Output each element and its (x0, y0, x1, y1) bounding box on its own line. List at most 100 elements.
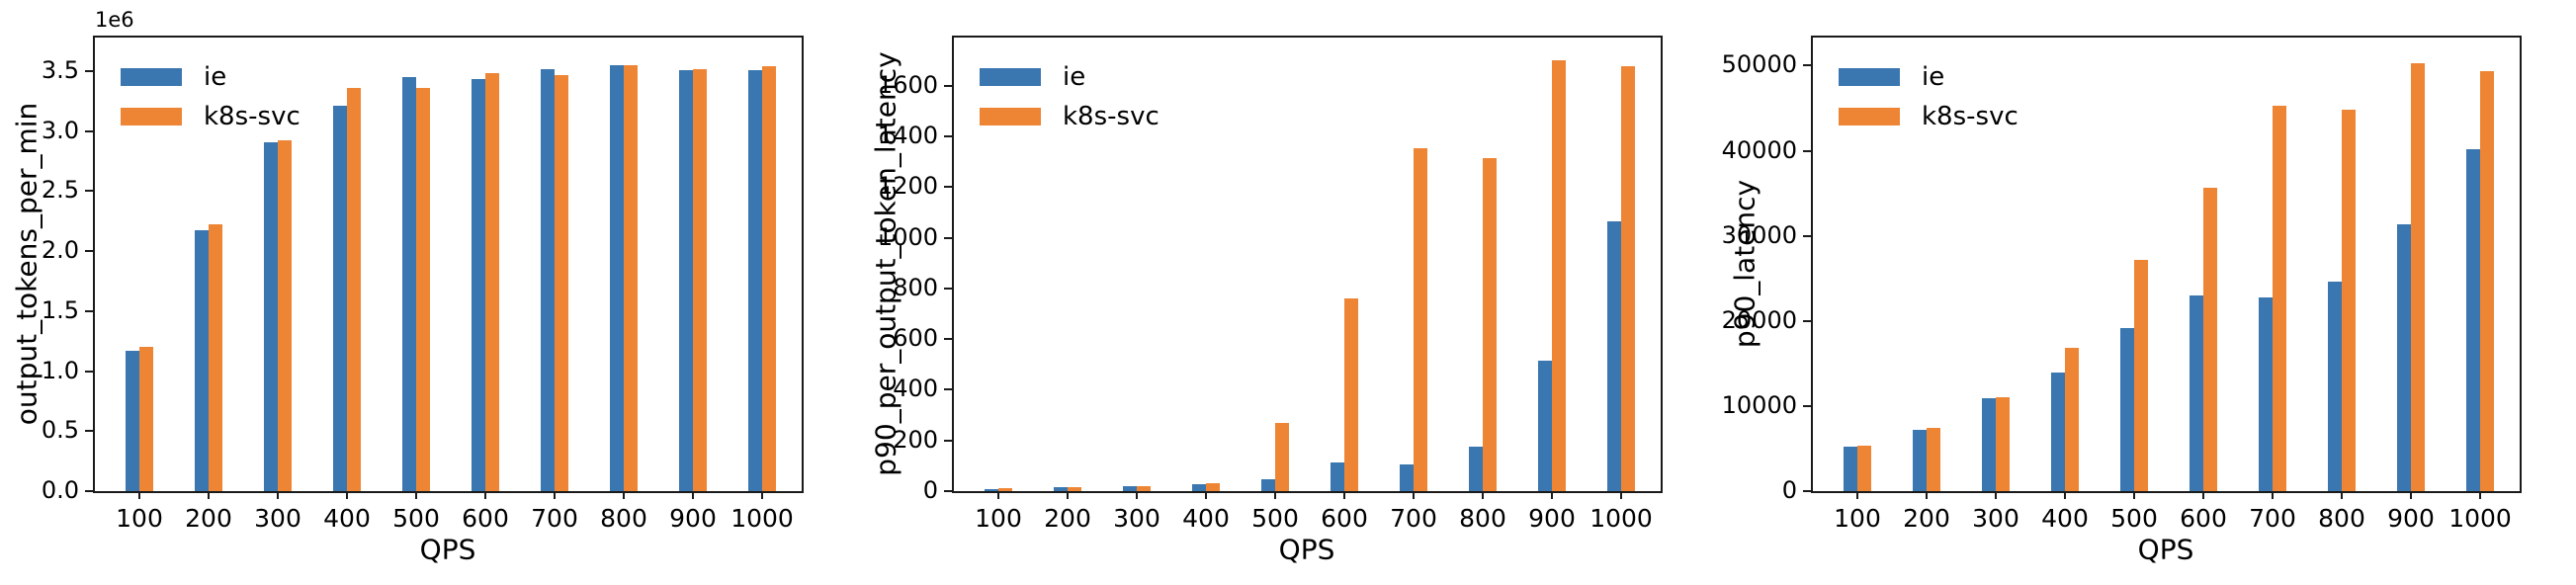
bar-k8s-svc (693, 69, 707, 491)
bar-k8s-svc (1137, 486, 1151, 491)
y-tick-mark (85, 250, 93, 253)
legend-color-patch (1839, 68, 1900, 86)
bar-ie (402, 77, 416, 491)
y-tick-mark (944, 388, 952, 391)
legend-color-patch (121, 108, 182, 125)
bar-k8s-svc (762, 66, 776, 491)
bar-ie (1261, 479, 1275, 491)
y-axis-offset-text: 1e6 (95, 8, 134, 32)
bar-k8s-svc (1552, 60, 1566, 491)
y-tick-label: 800 (893, 273, 938, 301)
y-tick-label: 1400 (877, 121, 938, 149)
x-tick-mark (692, 489, 694, 499)
y-tick-mark (85, 430, 93, 433)
x-tick-label: 300 (1113, 504, 1160, 533)
y-tick-mark (944, 338, 952, 341)
x-tick-label: 900 (1528, 504, 1576, 533)
y-tick-mark (944, 84, 952, 87)
y-tick-label: 30000 (1721, 220, 1797, 249)
x-tick-mark (2133, 489, 2135, 499)
x-tick-mark (138, 489, 140, 499)
bar-k8s-svc (2480, 71, 2494, 491)
x-tick-label: 500 (2110, 504, 2158, 533)
x-tick-label: 800 (2318, 504, 2365, 533)
bar-ie (2051, 373, 2065, 491)
x-tick-mark (208, 489, 210, 499)
x-tick-mark (1343, 489, 1345, 499)
x-tick-label: 1000 (2448, 504, 2512, 533)
legend-label: ie (204, 62, 227, 92)
y-tick-label: 20000 (1721, 305, 1797, 334)
x-tick-label: 600 (462, 504, 509, 533)
x-tick-label: 1000 (1589, 504, 1653, 533)
y-tick-label: 1000 (877, 222, 938, 251)
x-tick-label: 400 (2041, 504, 2089, 533)
x-tick-label: 800 (1459, 504, 1506, 533)
x-tick-mark (2341, 489, 2343, 499)
bar-k8s-svc (2065, 348, 2079, 491)
x-tick-mark (2202, 489, 2204, 499)
bar-ie (472, 79, 485, 491)
y-tick-mark (1803, 404, 1811, 407)
bar-k8s-svc (1206, 483, 1220, 491)
x-tick-label: 400 (1182, 504, 1230, 533)
x-tick-mark (2410, 489, 2412, 499)
x-tick-label: 100 (1834, 504, 1881, 533)
legend: ie k8s-svc (1839, 57, 2018, 136)
bar-ie (2328, 282, 2342, 491)
y-tick-label: 40000 (1721, 135, 1797, 164)
chart-panel-p90-latency: p90_latency 0 10000 20000 30000 40000 50000 10… (1718, 0, 2576, 585)
x-tick-label: 700 (1390, 504, 1437, 533)
plot-area: 0 200 400 600 800 1000 1200 1400 1600 100 200 300 40… (878, 36, 1663, 533)
bar-k8s-svc (2273, 106, 2286, 491)
x-tick-label: 800 (600, 504, 647, 533)
bar-k8s-svc (1857, 446, 1871, 491)
y-tick-label: 0.5 (41, 416, 79, 445)
x-tick-label: 400 (323, 504, 371, 533)
x-tick-mark (2272, 489, 2274, 499)
y-tick-mark (944, 490, 952, 492)
bar-k8s-svc (209, 224, 222, 491)
y-tick-label: 1.5 (41, 295, 79, 324)
bar-k8s-svc (139, 347, 153, 491)
x-tick-label: 500 (392, 504, 440, 533)
y-tick-mark (85, 190, 93, 193)
x-tick-mark (761, 489, 763, 499)
y-tick-label: 0 (922, 475, 938, 504)
bar-k8s-svc (1927, 428, 1940, 491)
legend-item-ie: ie (980, 57, 1159, 97)
legend-color-patch (1839, 108, 1900, 125)
legend-label: k8s-svc (204, 102, 301, 131)
y-tick-mark (944, 135, 952, 137)
bar-k8s-svc (2411, 63, 2425, 491)
bar-k8s-svc (1068, 487, 1081, 491)
x-tick-label: 1000 (730, 504, 794, 533)
legend: ie k8s-svc (121, 57, 301, 136)
bar-k8s-svc (2203, 188, 2217, 491)
x-tick-mark (2064, 489, 2066, 499)
legend-label: k8s-svc (1063, 102, 1159, 131)
y-tick-label: 200 (893, 425, 938, 454)
bar-ie (1192, 484, 1206, 491)
x-tick-mark (1274, 489, 1276, 499)
y-tick-mark (85, 129, 93, 132)
x-tick-label: 700 (2249, 504, 2296, 533)
bar-ie (333, 106, 347, 491)
x-tick-mark (1995, 489, 1997, 499)
bar-k8s-svc (1275, 423, 1289, 491)
y-tick-label: 2.5 (41, 176, 79, 205)
legend-item-k8s-svc: k8s-svc (1839, 97, 2018, 136)
bar-ie (126, 351, 139, 491)
x-tick-mark (1551, 489, 1553, 499)
bar-ie (1913, 430, 1927, 491)
x-tick-label: 100 (975, 504, 1022, 533)
y-tick-label: 50000 (1721, 50, 1797, 79)
x-tick-label: 500 (1251, 504, 1299, 533)
x-tick-label: 100 (116, 504, 163, 533)
bar-ie (2466, 149, 2480, 491)
x-tick-mark (1205, 489, 1207, 499)
y-tick-label: 3.5 (41, 55, 79, 84)
y-tick-mark (944, 287, 952, 290)
legend: ie k8s-svc (980, 57, 1159, 136)
legend-label: ie (1922, 62, 1945, 92)
